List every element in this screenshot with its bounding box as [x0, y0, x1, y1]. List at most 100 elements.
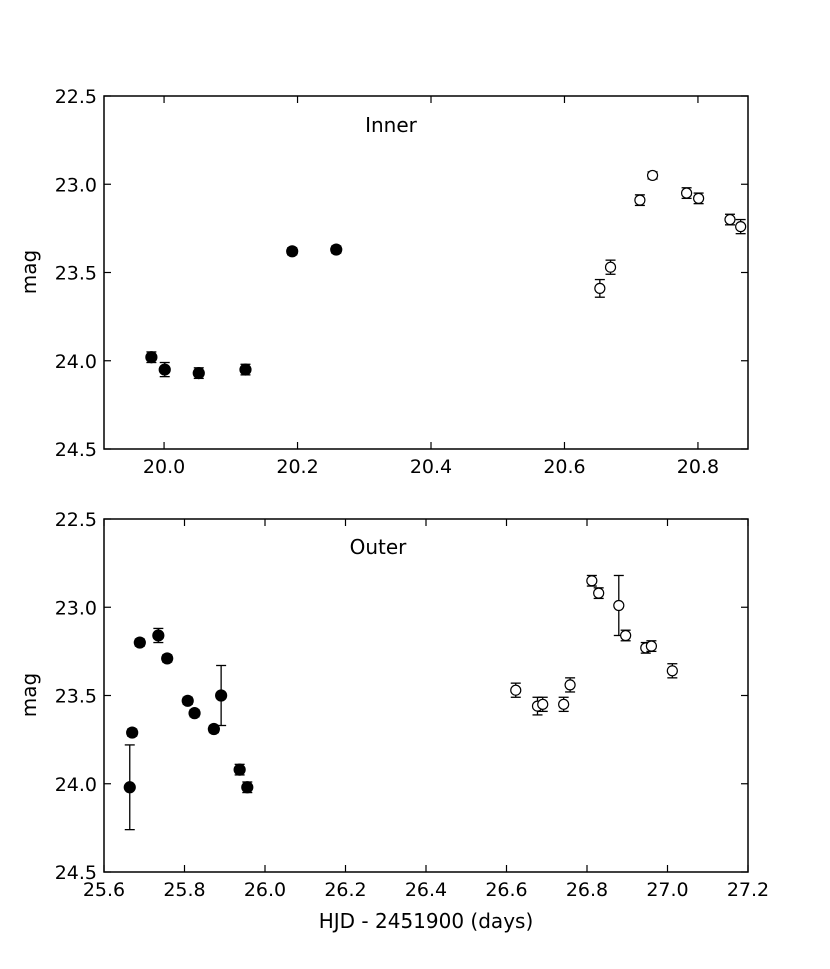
filled-data-point [133, 636, 146, 649]
point-marker [215, 689, 228, 702]
open-data-point [594, 278, 606, 298]
point-marker [233, 763, 246, 776]
inner-x-ticks: 20.0 20.2 20.4 20.6 20.8 [143, 96, 719, 478]
point-marker [586, 575, 598, 587]
outer-panel-label: Outer [350, 535, 408, 559]
open-data-point [510, 682, 522, 698]
open-data-point [646, 169, 659, 182]
inner-panel: 20.0 20.2 20.4 20.6 20.8 22.5 23.0 23.5 24.0 24.… [17, 86, 749, 478]
point-marker [666, 665, 678, 677]
filled-data-point [188, 707, 201, 720]
point-marker [161, 652, 174, 665]
open-data-point [593, 587, 605, 600]
x-tick-label: 20.4 [410, 456, 452, 478]
filled-data-point [126, 726, 139, 739]
y-tick-label: 23.0 [55, 597, 97, 619]
point-marker [724, 213, 736, 226]
open-data-point [586, 574, 598, 587]
outer-panel: 25.6 25.8 26.0 26.2 26.4 26.6 26.8 27.0 27.2 22.… [17, 509, 769, 933]
inner-y-axis-label: mag [17, 250, 41, 294]
outer-data-points [123, 574, 678, 831]
point-marker [133, 636, 146, 649]
point-marker [126, 726, 139, 739]
point-marker [241, 781, 254, 794]
x-tick-label: 26.2 [324, 879, 366, 901]
point-marker [239, 363, 252, 376]
filled-data-point [158, 361, 171, 378]
x-tick-label: 25.6 [83, 879, 125, 901]
point-marker [593, 587, 605, 599]
point-marker [634, 194, 646, 206]
x-tick-label: 26.8 [566, 879, 608, 901]
x-tick-label: 20.0 [143, 456, 185, 478]
y-tick-label: 24.0 [55, 774, 97, 796]
x-tick-label: 20.6 [543, 456, 585, 478]
filled-data-point [330, 243, 343, 256]
open-data-point [613, 574, 625, 637]
y-tick-label: 24.5 [55, 862, 97, 884]
point-marker [286, 245, 299, 258]
open-data-point [537, 696, 549, 713]
outer-x-ticks: 25.6 25.8 26.0 26.2 26.4 26.6 26.8 27.0 27.2 [83, 519, 769, 901]
point-marker [646, 169, 659, 182]
y-tick-label: 22.5 [55, 509, 97, 531]
open-data-point [724, 213, 736, 226]
point-marker [192, 367, 205, 380]
filled-data-point [123, 744, 136, 831]
point-marker [181, 694, 194, 707]
point-marker [564, 679, 576, 691]
point-marker [510, 684, 522, 696]
filled-data-point [145, 351, 158, 364]
open-data-point [634, 194, 646, 207]
point-marker [620, 629, 632, 642]
filled-data-point [161, 652, 174, 665]
y-tick-label: 24.5 [55, 439, 97, 461]
open-data-point [681, 187, 693, 200]
point-marker [645, 640, 658, 652]
point-marker [152, 629, 165, 642]
point-marker [735, 221, 747, 233]
x-axis-label: HJD - 2451900 (days) [319, 909, 534, 933]
point-marker [537, 698, 549, 710]
point-marker [330, 243, 343, 256]
open-data-point [735, 218, 747, 235]
inner-panel-label: Inner [365, 113, 418, 137]
filled-data-point [286, 245, 299, 258]
filled-data-point [233, 763, 246, 776]
y-tick-label: 24.0 [55, 351, 97, 373]
point-marker [123, 781, 136, 794]
x-tick-label: 26.4 [405, 879, 447, 901]
filled-data-point [239, 363, 252, 376]
y-tick-label: 23.5 [55, 263, 97, 285]
open-data-point [604, 259, 617, 275]
point-marker [558, 698, 570, 710]
point-marker [681, 187, 693, 199]
inner-y-ticks: 22.5 23.0 23.5 24.0 24.5 [55, 86, 748, 461]
point-marker [207, 722, 220, 736]
open-data-point [666, 663, 678, 679]
outer-y-axis-label: mag [17, 673, 41, 717]
filled-data-point [181, 694, 194, 707]
outer-y-ticks: 22.5 23.0 23.5 24.0 24.5 [55, 509, 748, 884]
point-marker [613, 599, 625, 612]
point-marker [188, 707, 201, 720]
open-data-point [558, 696, 570, 713]
inner-data-points [145, 169, 747, 380]
x-tick-label: 20.2 [276, 456, 318, 478]
outer-plot-frame [103, 518, 749, 873]
y-tick-label: 22.5 [55, 86, 97, 108]
point-marker [158, 363, 171, 376]
x-tick-label: 27.0 [646, 879, 688, 901]
filled-data-point [241, 781, 254, 794]
open-data-point [693, 192, 705, 205]
x-tick-label: 25.8 [163, 879, 205, 901]
open-data-point [645, 640, 658, 653]
x-tick-label: 27.2 [727, 879, 769, 901]
open-data-point [620, 629, 632, 642]
point-marker [693, 192, 705, 204]
point-marker [604, 261, 617, 273]
filled-data-point [152, 627, 165, 644]
open-data-point [564, 677, 576, 693]
x-tick-label: 26.0 [244, 879, 286, 901]
filled-data-point [207, 722, 220, 736]
